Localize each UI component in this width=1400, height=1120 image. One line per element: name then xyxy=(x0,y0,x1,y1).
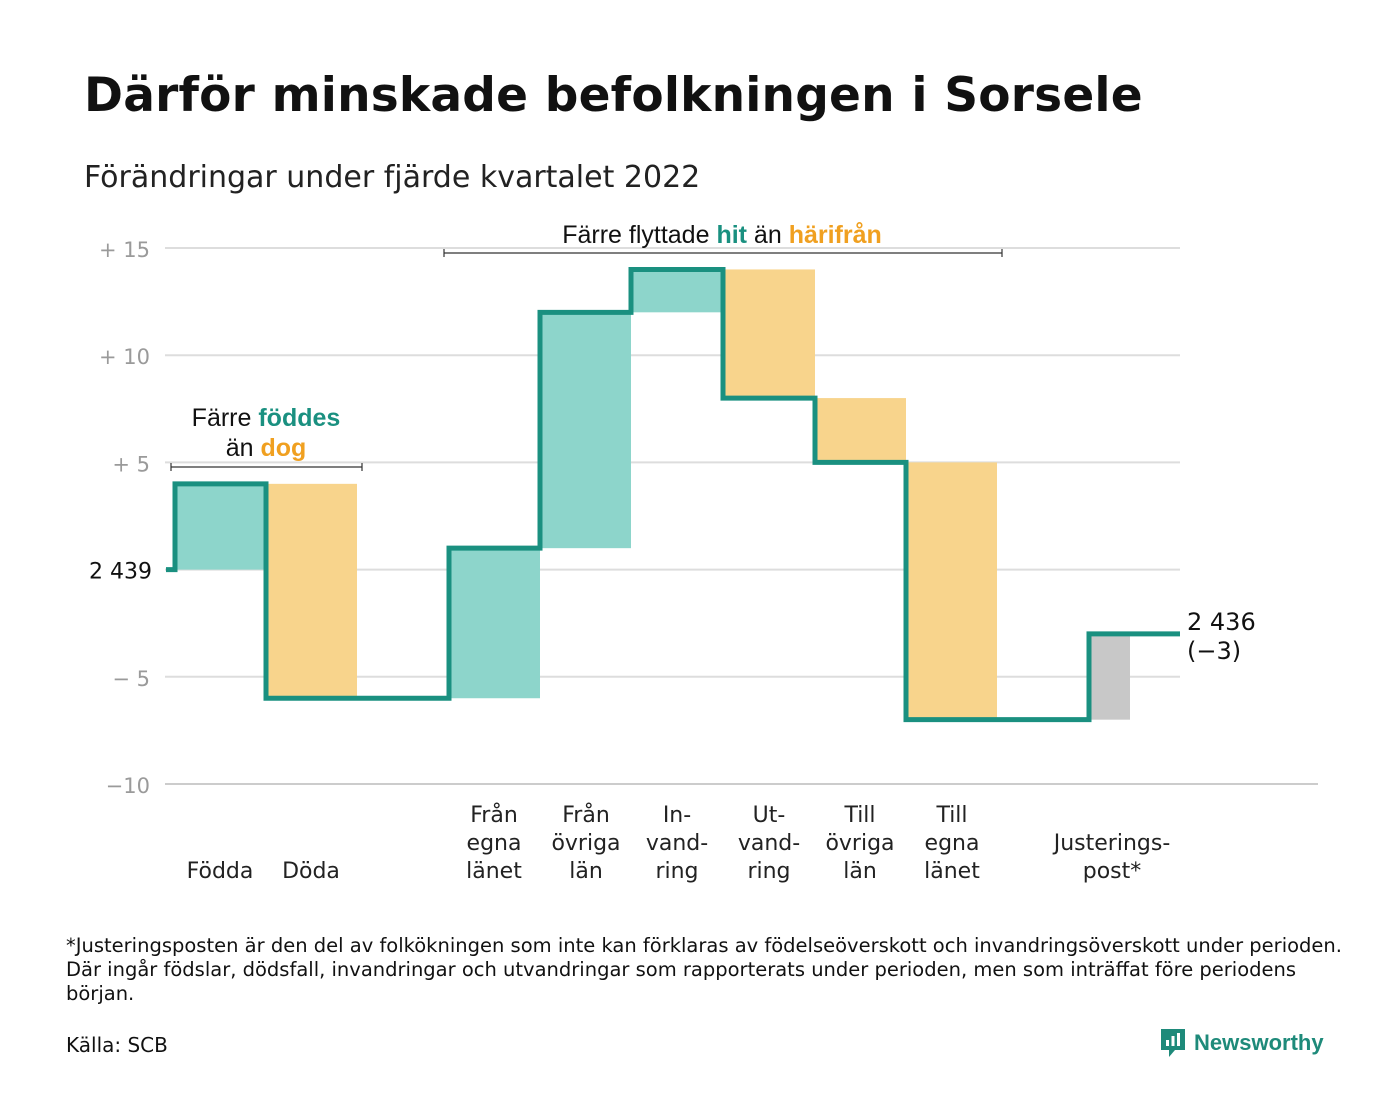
y-tick-label: + 10 xyxy=(99,345,150,369)
footnote: *Justeringsposten är den del av folkökni… xyxy=(66,934,1342,1005)
births-annotation-text: än xyxy=(226,434,261,462)
category-label: Justerings-post* xyxy=(1052,831,1171,884)
waterfall-bar xyxy=(540,312,631,549)
y-tick-label: + 15 xyxy=(99,238,150,262)
cumulative-step-line xyxy=(166,266,1180,723)
waterfall-bar xyxy=(449,548,540,699)
category-label: Från egna länet xyxy=(466,802,522,884)
y-tick-label: + 5 xyxy=(112,452,150,476)
migration-annotation-text: än xyxy=(747,221,789,249)
category-label-line: Döda xyxy=(282,859,340,884)
category-label-line: In- xyxy=(663,803,691,828)
end-value-line: (−3) xyxy=(1187,637,1241,665)
category-label: Döda xyxy=(282,859,340,884)
chart-title: Därför minskade befolkningen i Sorsele xyxy=(84,68,1143,123)
category-label-line: län xyxy=(569,859,603,884)
end-value-line: 2 436 xyxy=(1187,608,1256,636)
category-label-line: Från xyxy=(562,802,610,828)
waterfall-bar xyxy=(175,483,266,570)
y-tick-label: − 5 xyxy=(112,667,150,691)
category-label-line: övriga xyxy=(825,831,894,856)
category-label: In-vand-ring xyxy=(646,803,708,884)
category-label-line: post* xyxy=(1083,859,1142,884)
waterfall-bar xyxy=(266,483,357,699)
births-annotation-highlight: föddes xyxy=(258,404,340,432)
migration-annotation-highlight: härifrån xyxy=(789,221,882,249)
source-label: Källa: SCB xyxy=(66,1033,168,1057)
category-label-line: län xyxy=(843,859,877,884)
start-value-label: 2 439 xyxy=(89,560,152,585)
category-label: Till egna länet xyxy=(924,803,980,884)
migration-annotation: Färre flyttade hit än härifrån xyxy=(562,221,882,249)
newsworthy-logo-icon xyxy=(1161,1029,1185,1057)
waterfall-bar xyxy=(723,269,815,399)
brand-name: Newsworthy xyxy=(1194,1030,1324,1055)
waterfall-chart: + 15 + 10 + 5 2 439 − 5 −10 2 436(−3) Födda Döda… xyxy=(89,221,1318,884)
chart-subtitle: Förändringar under fjärde kvartalet 2022 xyxy=(84,160,701,195)
waterfall-bar xyxy=(631,269,723,313)
waterfall-bar xyxy=(1089,633,1130,720)
category-label-line: egna xyxy=(467,831,522,856)
category-label-line: Från xyxy=(470,802,518,828)
category-label-line: vand- xyxy=(738,831,800,856)
category-label-line: Till xyxy=(843,803,875,828)
y-tick-label: −10 xyxy=(106,774,150,798)
category-label-line: övriga xyxy=(551,831,620,856)
migration-annotation-highlight: hit xyxy=(716,221,747,249)
category-label-line: ring xyxy=(747,859,790,884)
category-label-line: egna xyxy=(925,831,980,856)
category-label: Till övriga län xyxy=(825,803,894,884)
brand-logo: Newsworthy xyxy=(1160,1028,1324,1058)
category-label: Ut-vand-ring xyxy=(738,803,800,884)
category-label: Födda xyxy=(187,859,254,884)
births-annotation-line2: än dog xyxy=(226,434,307,462)
category-label-line: Födda xyxy=(187,859,254,884)
births-annotation-text: Färre xyxy=(192,404,259,432)
migration-annotation-text: Färre flyttade xyxy=(562,221,716,249)
category-label-line: Justerings- xyxy=(1052,831,1171,856)
births-annotation-highlight: dog xyxy=(260,434,306,462)
category-label-line: länet xyxy=(924,859,980,884)
category-label-line: Ut- xyxy=(753,803,786,828)
category-label: Från övriga län xyxy=(551,802,620,884)
category-label-line: ring xyxy=(655,859,698,884)
waterfall-bar xyxy=(906,462,997,720)
births-annotation-line1: Färre föddes xyxy=(192,404,341,432)
category-label-line: vand- xyxy=(646,831,708,856)
category-label-line: länet xyxy=(466,859,522,884)
category-label-line: Till xyxy=(935,803,967,828)
waterfall-bar xyxy=(815,398,906,463)
end-value-label: 2 436(−3) xyxy=(1187,608,1256,665)
